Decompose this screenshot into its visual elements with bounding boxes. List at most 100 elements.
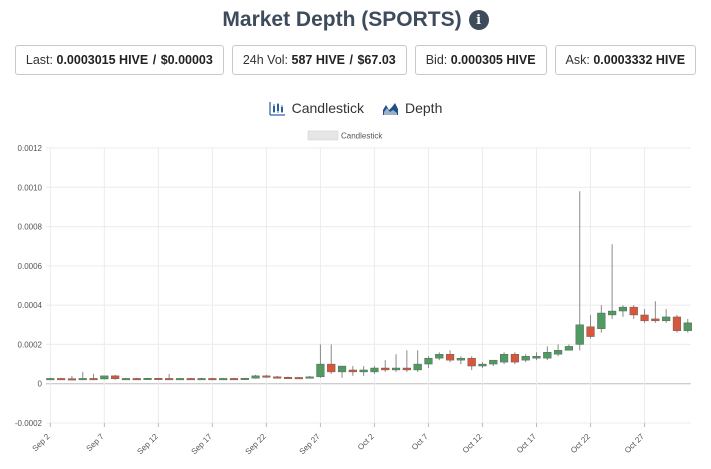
candle-body [586,326,595,337]
candle-body [554,350,563,355]
candle [413,350,422,372]
last-price-label: Last: [25,53,54,67]
candle [554,344,563,357]
candle [121,377,131,381]
candle-body [208,378,217,381]
x-tick-label: Oct 12 [461,432,484,455]
candle-body [629,306,638,316]
candle [597,305,606,333]
candle [586,314,595,339]
candle-body [521,356,530,361]
candle [273,375,282,379]
bid-value: 0.000305 HIVE [450,53,536,67]
candle [57,377,66,381]
last-price-sep: / [152,53,157,67]
candle [327,344,336,374]
candle [316,344,325,378]
y-tick-label: 0.0002 [18,340,43,349]
candle-body [46,378,55,381]
tab-depth-label: Depth [405,100,443,116]
candle-body [89,378,98,381]
candle [543,346,552,361]
candle [510,352,519,365]
candle-body [370,367,379,373]
candle-body [165,378,174,381]
candle-body [67,378,77,381]
candle [489,359,498,367]
candle [46,377,55,381]
candle [67,375,77,381]
candle-body [337,365,347,373]
candle [186,377,195,381]
candle-body [564,346,574,351]
candle [456,356,465,365]
candle [424,356,433,368]
candle-body [456,357,465,361]
candle [662,309,671,323]
candle [445,350,455,363]
x-tick-label: Oct 7 [410,432,430,452]
last-price-value: 0.0003015 HIVE [56,53,149,67]
chart-legend[interactable]: Candlestick [307,130,383,141]
candle-body [132,378,141,381]
x-tick-label: Sep 27 [298,432,323,457]
candle-body [618,306,628,312]
candle-body [640,314,649,322]
tab-candlestick-label: Candlestick [291,100,364,116]
candle-body [489,359,498,365]
candles [46,191,692,381]
candle [229,377,239,381]
candle [262,374,271,378]
candle [154,377,163,380]
candle-body [510,354,519,363]
x-tick-label: Oct 22 [569,432,592,455]
candle-body [273,376,282,379]
candle-body [100,375,109,380]
candle-body [608,310,617,316]
title-row: Market Depth (SPORTS) i [0,6,711,34]
candle [391,354,401,372]
candle-body [57,378,66,381]
candle-body [651,318,660,322]
candle-body [478,363,487,367]
candle-body [186,378,195,381]
candle-body [683,322,692,331]
y-tick-label: 0.0006 [18,262,43,271]
candlestick-chart: Candlestick -0.0002 0 0.0002 0.0004 0.0006 0.… [15,130,692,457]
candle [197,377,206,381]
candle-body [597,312,606,329]
candle [143,377,152,380]
volume-label: 24h Vol: [242,53,289,67]
y-axis: -0.0002 0 0.0002 0.0004 0.0006 0.0008 0.0010 0.… [15,144,43,428]
volume-box: 24h Vol: 587 HIVE / $67.03 [231,45,407,75]
candle-body [424,357,433,365]
info-icon[interactable]: i [468,10,489,30]
candle-body [283,377,293,379]
x-tick-label: Sep 12 [135,432,160,457]
candle [500,352,509,365]
candle-body [662,316,671,322]
candle-body [532,356,541,359]
x-tick-label: Oct 17 [515,432,538,455]
candle-body [154,378,163,380]
candle [683,318,692,333]
x-tick-label: Sep 7 [85,432,107,454]
candle-body [381,367,390,371]
candle-body [262,375,271,378]
candle-body [316,363,325,378]
volume-value: 587 HIVE [291,53,346,67]
candle-body [359,369,368,373]
candle [208,377,217,381]
candle-body [251,375,260,379]
tab-depth[interactable]: Depth [382,100,442,116]
candle [219,377,228,381]
tab-candlestick[interactable]: Candlestick [269,100,364,116]
legend-label: Candlestick [341,132,383,141]
candle-body [175,378,185,381]
bid-box: Bid: 0.000305 HIVE [414,45,547,75]
candle [532,352,541,361]
candlestick-chart-icon [269,101,285,116]
candle-body [305,376,314,379]
candle [640,309,649,323]
candle-body [294,377,303,380]
